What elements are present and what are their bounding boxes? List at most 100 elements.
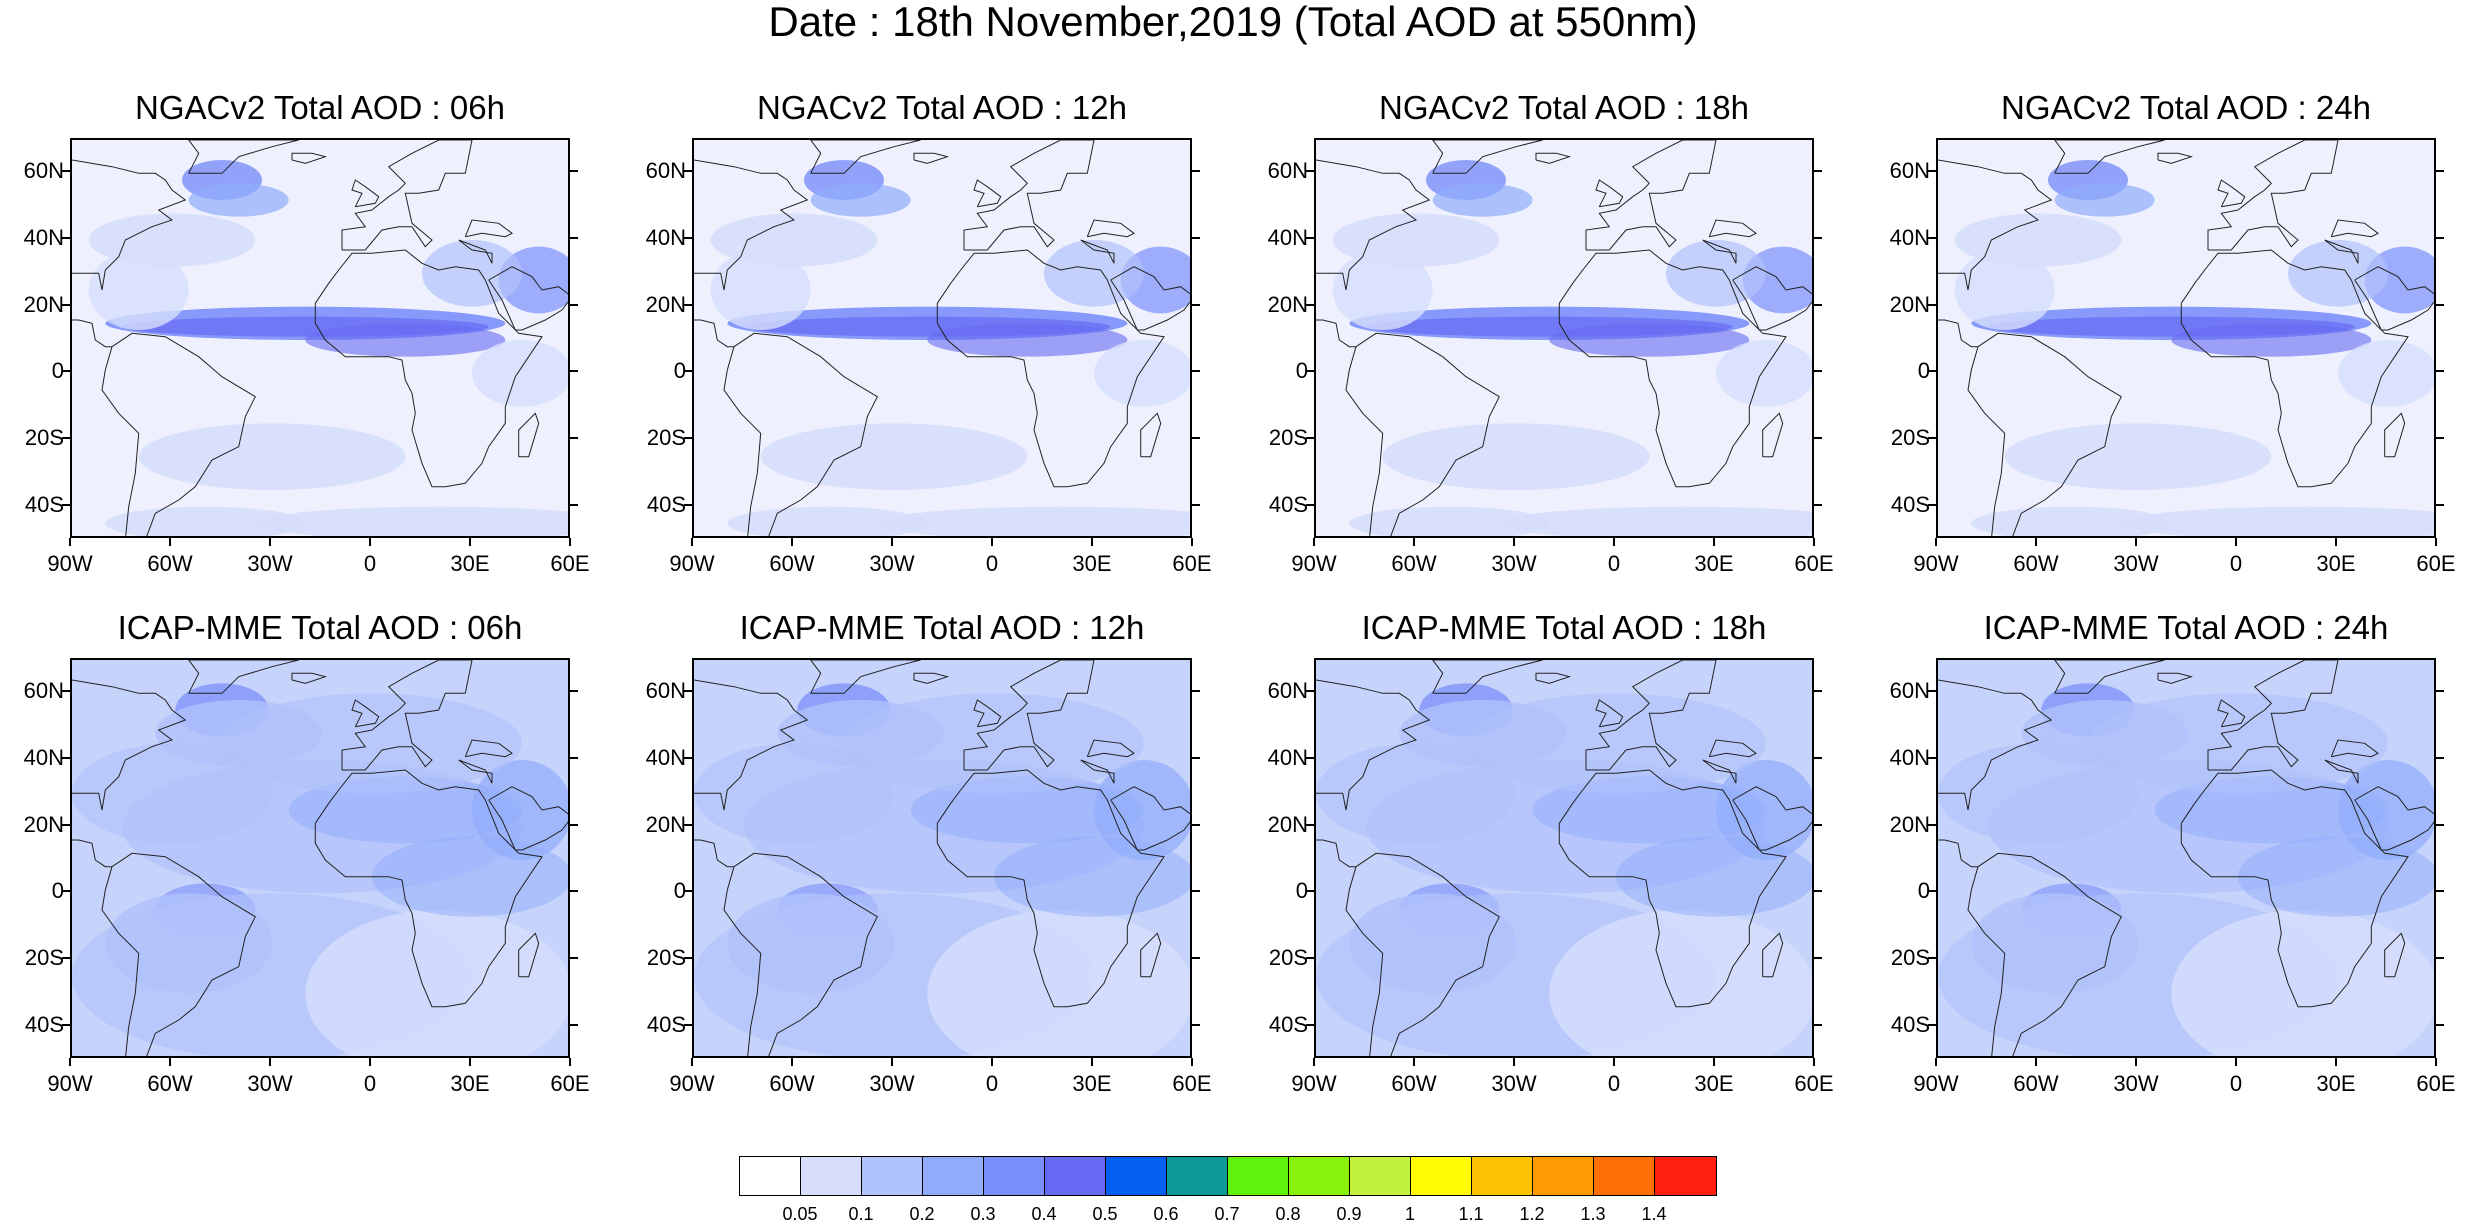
latitude-tick bbox=[1192, 370, 1200, 373]
latitude-tick bbox=[1928, 757, 1936, 759]
latitude-tick bbox=[2436, 170, 2444, 173]
latitude-tick bbox=[1814, 1023, 1822, 1026]
latitude-label: 60N bbox=[1267, 158, 1308, 184]
colorbar-label: 1.3 bbox=[1580, 1204, 1606, 1224]
latitude-tick bbox=[684, 237, 692, 239]
latitude-label: 60N bbox=[645, 678, 686, 704]
longitude-label: 30W bbox=[869, 1071, 915, 1096]
panel-title: ICAP-MME Total AOD : 24h bbox=[1983, 609, 2389, 646]
longitude-label: 60E bbox=[2416, 551, 2456, 576]
colorbar-swatch bbox=[1228, 1157, 1289, 1195]
latitude-label: 40N bbox=[1889, 745, 1930, 770]
coastline bbox=[2384, 412, 2406, 458]
latitude-tick bbox=[1928, 170, 1936, 173]
latitude-tick bbox=[1814, 957, 1822, 959]
latitude-tick bbox=[2436, 237, 2444, 239]
latitude-label: 0 bbox=[1917, 358, 1930, 384]
coastline bbox=[1086, 219, 1135, 238]
latitude-tick bbox=[684, 690, 692, 693]
latitude-label: 0 bbox=[1295, 358, 1308, 384]
latitude-label: 40N bbox=[23, 745, 64, 770]
longitude-tick bbox=[2435, 1058, 2437, 1066]
aod-region bbox=[288, 776, 522, 844]
aod-region bbox=[910, 776, 1144, 844]
coastline bbox=[101, 332, 256, 536]
latitude-label: 60N bbox=[23, 678, 64, 704]
longitude-tick bbox=[469, 538, 471, 546]
latitude-tick bbox=[1928, 957, 1936, 959]
latitude-tick bbox=[1192, 957, 1200, 959]
longitude-label: 60W bbox=[769, 1071, 815, 1096]
latitude-tick bbox=[2436, 303, 2444, 306]
latitude-tick bbox=[1192, 1023, 1200, 1026]
latitude-label: 40N bbox=[645, 225, 686, 250]
coastline bbox=[2217, 179, 2246, 208]
latitude-tick bbox=[1814, 303, 1822, 306]
coastline bbox=[723, 852, 878, 1056]
aod-region bbox=[2054, 183, 2155, 217]
aod-region bbox=[1549, 910, 1812, 1056]
coastline bbox=[101, 852, 256, 1056]
longitude-label: 60E bbox=[1794, 551, 1834, 576]
latitude-tick bbox=[1928, 503, 1936, 506]
colorbar-label: 1 bbox=[1404, 1204, 1415, 1224]
longitude-tick bbox=[69, 1058, 71, 1066]
latitude-label: 40S bbox=[1268, 491, 1308, 517]
latitude-tick bbox=[1192, 890, 1200, 893]
coastline bbox=[518, 412, 540, 458]
longitude-label: 30E bbox=[1072, 551, 1112, 576]
latitude-tick bbox=[570, 170, 578, 173]
coastline bbox=[973, 699, 1002, 728]
latitude-tick bbox=[2436, 690, 2444, 693]
coastline bbox=[464, 739, 513, 758]
longitude-label: 30W bbox=[247, 1071, 293, 1096]
longitude-tick bbox=[691, 538, 693, 546]
longitude-label: 30E bbox=[450, 551, 490, 576]
latitude-label: 40S bbox=[1890, 491, 1930, 517]
longitude-tick bbox=[269, 538, 271, 546]
longitude-tick bbox=[2035, 1058, 2037, 1066]
coastline bbox=[464, 219, 513, 238]
map-panel: ICAP-MME Total AOD : 06h 60N 40N 20N 0 20S 40S… bbox=[0, 610, 620, 1150]
longitude-tick bbox=[791, 1058, 793, 1066]
latitude-tick bbox=[570, 823, 578, 826]
colorbar-swatch bbox=[740, 1157, 801, 1195]
colorbar-label: 0.5 bbox=[1092, 1204, 1118, 1224]
coastline bbox=[936, 769, 1165, 1008]
colorbar-swatch bbox=[1045, 1157, 1106, 1195]
longitude-tick bbox=[1713, 538, 1715, 546]
longitude-label: 30E bbox=[1694, 1071, 1734, 1096]
colorbar-label: 1.4 bbox=[1641, 1204, 1667, 1224]
latitude-label: 20S bbox=[1268, 425, 1308, 450]
latitude-tick bbox=[570, 957, 578, 959]
map-frame bbox=[692, 658, 1192, 1058]
coastline bbox=[518, 932, 540, 978]
latitude-label: 0 bbox=[51, 878, 64, 904]
latitude-label: 20S bbox=[646, 425, 686, 450]
map-frame bbox=[70, 138, 570, 538]
latitude-label: 20S bbox=[646, 945, 686, 970]
coastline bbox=[341, 660, 473, 771]
colorbar-label: 0.6 bbox=[1153, 1204, 1179, 1224]
longitude-label: 60E bbox=[2416, 1071, 2456, 1096]
aod-region bbox=[88, 250, 189, 330]
longitude-tick bbox=[2335, 1058, 2337, 1066]
latitude-tick bbox=[1306, 503, 1314, 506]
colorbar-swatch bbox=[1350, 1157, 1411, 1195]
coastline bbox=[314, 249, 543, 488]
latitude-tick bbox=[1192, 170, 1200, 173]
latitude-label: 40S bbox=[1268, 1011, 1308, 1037]
longitude-label: 60W bbox=[2013, 551, 2059, 576]
coastline bbox=[913, 152, 950, 164]
colorbar-swatch bbox=[984, 1157, 1045, 1195]
colorbar-swatch bbox=[923, 1157, 984, 1195]
longitude-label: 60E bbox=[1794, 1071, 1834, 1096]
coastline bbox=[291, 152, 328, 164]
longitude-tick bbox=[1813, 538, 1815, 546]
coastline bbox=[1762, 932, 1784, 978]
longitude-tick bbox=[569, 1058, 571, 1066]
latitude-tick bbox=[1814, 503, 1822, 506]
aod-region bbox=[927, 910, 1190, 1056]
longitude-label: 0 bbox=[1607, 551, 1621, 576]
longitude-label: 30E bbox=[2316, 551, 2356, 576]
